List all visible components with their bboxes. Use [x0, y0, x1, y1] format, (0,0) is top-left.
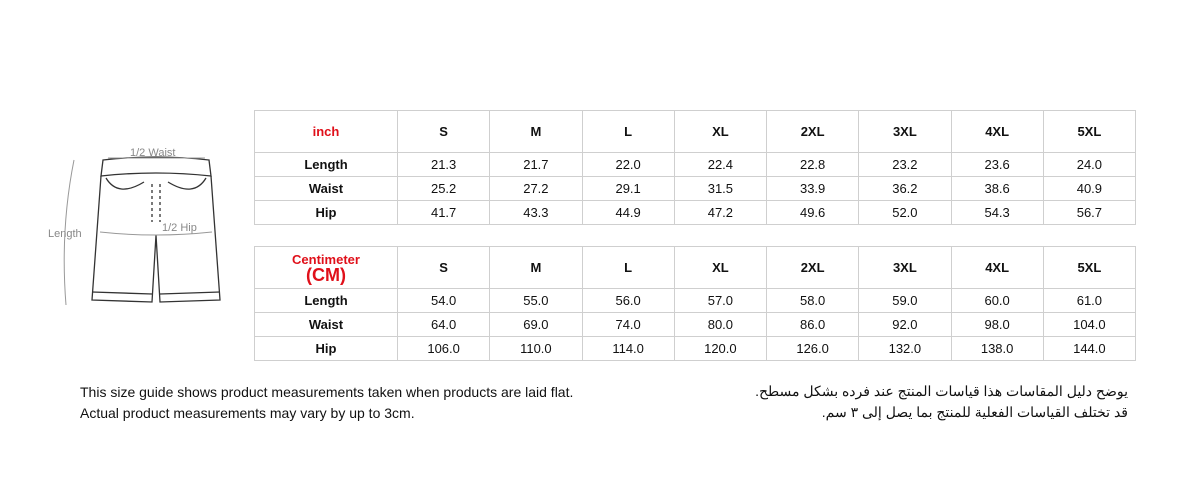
unit-label: Centimeter: [292, 251, 360, 267]
value-cell: 23.2: [858, 152, 952, 177]
value-cell: 56.7: [1042, 200, 1137, 225]
unit-cell: Centimeter (CM): [254, 246, 398, 289]
data-row: Length 21.3 21.7 22.0 22.4 22.8 23.2 23.6 24.0: [254, 152, 1137, 177]
size-header: 5XL: [1042, 246, 1137, 289]
english-notes: This size guide shows product measuremen…: [80, 382, 573, 424]
size-header: L: [581, 110, 675, 153]
value-cell: 60.0: [950, 288, 1044, 313]
value-cell: 92.0: [858, 312, 952, 337]
header-row: Centimeter (CM) S M L XL 2XL 3XL 4XL 5XL: [254, 246, 1137, 289]
size-header: XL: [673, 110, 768, 153]
row-label: Hip: [254, 336, 398, 361]
value-cell: 74.0: [581, 312, 675, 337]
arabic-notes: يوضح دليل المقاسات هذا قياسات المنتج عند…: [755, 381, 1128, 423]
note: Actual product measurements may vary by …: [80, 405, 415, 421]
value-cell: 57.0: [673, 288, 768, 313]
value-cell: 21.7: [489, 152, 583, 177]
size-header: 2XL: [765, 246, 860, 289]
note: This size guide shows product measuremen…: [80, 384, 574, 400]
unit-label: inch: [312, 124, 340, 139]
inch-table: inch S M L XL 2XL 3XL 4XL 5XL Length 21.3 21.7 22.0 2…: [254, 110, 1137, 225]
value-cell: 36.2: [858, 176, 952, 201]
value-cell: 21.3: [396, 152, 491, 177]
row-label: Waist: [254, 176, 398, 201]
value-cell: 61.0: [1042, 288, 1137, 313]
size-header: 2XL: [765, 110, 860, 153]
value-cell: 33.9: [765, 176, 860, 201]
value-cell: 22.8: [765, 152, 860, 177]
value-cell: 138.0: [950, 336, 1044, 361]
value-cell: 31.5: [673, 176, 768, 201]
header-row: inch S M L XL 2XL 3XL 4XL 5XL: [254, 110, 1137, 153]
value-cell: 24.0: [1042, 152, 1137, 177]
size-header: 5XL: [1042, 110, 1137, 153]
value-cell: 27.2: [489, 176, 583, 201]
value-cell: 126.0: [765, 336, 860, 361]
size-header: 3XL: [858, 110, 952, 153]
value-cell: 59.0: [858, 288, 952, 313]
value-cell: 47.2: [673, 200, 768, 225]
hip-label: 1/2 Hip: [162, 222, 197, 234]
note: يوضح دليل المقاسات هذا قياسات المنتج عند…: [755, 383, 1128, 399]
row-label: Length: [254, 152, 398, 177]
size-header: 3XL: [858, 246, 952, 289]
cm-table: Centimeter (CM) S M L XL 2XL 3XL 4XL 5XL Length 54.…: [254, 246, 1137, 361]
value-cell: 54.0: [396, 288, 491, 313]
size-header: 4XL: [950, 246, 1044, 289]
value-cell: 29.1: [581, 176, 675, 201]
note: قد تختلف القياسات الفعلية للمنتج بما يصل…: [821, 404, 1128, 420]
value-cell: 58.0: [765, 288, 860, 313]
value-cell: 25.2: [396, 176, 491, 201]
waist-label: 1/2 Waist: [130, 147, 175, 159]
value-cell: 64.0: [396, 312, 491, 337]
size-header: XL: [673, 246, 768, 289]
unit-cell: inch: [254, 110, 398, 153]
value-cell: 49.6: [765, 200, 860, 225]
value-cell: 106.0: [396, 336, 491, 361]
value-cell: 23.6: [950, 152, 1044, 177]
data-row: Length 54.0 55.0 56.0 57.0 58.0 59.0 60.0 61.0: [254, 288, 1137, 313]
value-cell: 40.9: [1042, 176, 1137, 201]
size-header: S: [396, 110, 491, 153]
value-cell: 22.0: [581, 152, 675, 177]
value-cell: 56.0: [581, 288, 675, 313]
value-cell: 98.0: [950, 312, 1044, 337]
value-cell: 55.0: [489, 288, 583, 313]
size-header: S: [396, 246, 491, 289]
value-cell: 114.0: [581, 336, 675, 361]
value-cell: 22.4: [673, 152, 768, 177]
value-cell: 144.0: [1042, 336, 1137, 361]
data-row: Waist 64.0 69.0 74.0 80.0 86.0 92.0 98.0 104.0: [254, 312, 1137, 337]
value-cell: 52.0: [858, 200, 952, 225]
value-cell: 69.0: [489, 312, 583, 337]
value-cell: 41.7: [396, 200, 491, 225]
value-cell: 44.9: [581, 200, 675, 225]
unit-label: (CM): [306, 264, 346, 285]
value-cell: 120.0: [673, 336, 768, 361]
value-cell: 43.3: [489, 200, 583, 225]
shorts-diagram: 1/2 Waist 1/2 Hip Length: [48, 147, 221, 306]
data-row: Hip 41.7 43.3 44.9 47.2 49.6 52.0 54.3 56.7: [254, 200, 1137, 225]
data-row: Hip 106.0 110.0 114.0 120.0 126.0 132.0 138.0 14…: [254, 336, 1137, 361]
value-cell: 132.0: [858, 336, 952, 361]
value-cell: 104.0: [1042, 312, 1137, 337]
value-cell: 54.3: [950, 200, 1044, 225]
size-header: L: [581, 246, 675, 289]
size-header: M: [489, 246, 583, 289]
value-cell: 86.0: [765, 312, 860, 337]
value-cell: 80.0: [673, 312, 768, 337]
row-label: Hip: [254, 200, 398, 225]
size-header: M: [489, 110, 583, 153]
data-row: Waist 25.2 27.2 29.1 31.5 33.9 36.2 38.6 40.9: [254, 176, 1137, 201]
row-label: Waist: [254, 312, 398, 337]
size-header: 4XL: [950, 110, 1044, 153]
row-label: Length: [254, 288, 398, 313]
length-label: Length: [48, 228, 82, 240]
value-cell: 38.6: [950, 176, 1044, 201]
value-cell: 110.0: [489, 336, 583, 361]
